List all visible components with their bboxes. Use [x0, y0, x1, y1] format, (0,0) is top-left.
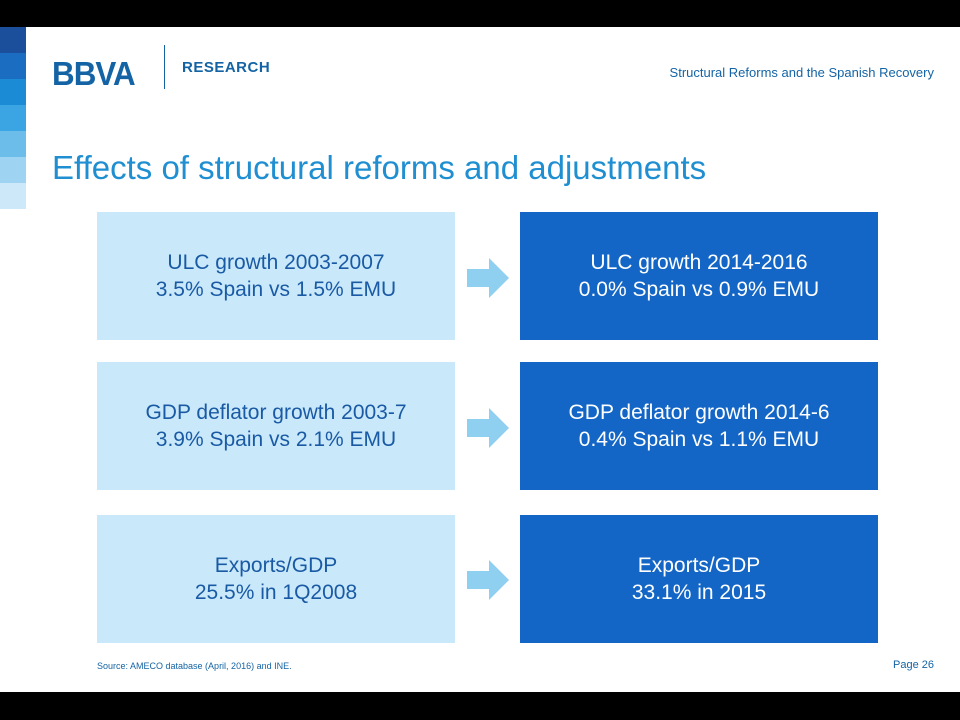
box-value: 25.5% in 1Q2008 — [194, 581, 358, 604]
right-arrow-icon — [467, 408, 509, 448]
box-heading: GDP deflator growth 2014-6 — [568, 401, 830, 424]
box-heading: ULC growth 2003-2007 — [167, 251, 385, 274]
presentation-title: Structural Reforms and the Spanish Recov… — [669, 65, 934, 80]
right-arrow-icon — [467, 258, 509, 298]
slide: BBVA RESEARCH Structural Reforms and the… — [0, 27, 960, 692]
box-value: 3.5% Spain vs 1.5% EMU — [155, 278, 397, 301]
ulc-growth-after-box: ULC growth 2014-2016 0.0% Spain vs 0.9% … — [520, 212, 878, 340]
box-heading: Exports/GDP — [637, 554, 761, 577]
box-value: 0.4% Spain vs 1.1% EMU — [578, 428, 820, 451]
box-heading: ULC growth 2014-2016 — [590, 251, 808, 274]
source-note: Source: AMECO database (April, 2016) and… — [97, 661, 292, 671]
brand-color-stripe — [0, 27, 26, 209]
ulc-growth-before-box: ULC growth 2003-2007 3.5% Spain vs 1.5% … — [97, 212, 455, 340]
exports-gdp-before-box: Exports/GDP 25.5% in 1Q2008 — [97, 515, 455, 643]
slide-title: Effects of structural reforms and adjust… — [52, 149, 707, 186]
right-arrow-icon — [467, 560, 509, 600]
box-value: 3.9% Spain vs 2.1% EMU — [155, 428, 397, 451]
box-heading: Exports/GDP — [214, 554, 338, 577]
box-value: 0.0% Spain vs 0.9% EMU — [578, 278, 820, 301]
logo-divider — [164, 45, 165, 89]
gdp-deflator-after-box: GDP deflator growth 2014-6 0.4% Spain vs… — [520, 362, 878, 490]
bbva-logo: BBVA — [52, 55, 136, 92]
page-number: Page 26 — [893, 659, 934, 671]
research-label: RESEARCH — [182, 59, 271, 76]
box-value: 33.1% in 2015 — [631, 581, 767, 604]
box-heading: GDP deflator growth 2003-7 — [145, 401, 407, 424]
gdp-deflator-before-box: GDP deflator growth 2003-7 3.9% Spain vs… — [97, 362, 455, 490]
exports-gdp-after-box: Exports/GDP 33.1% in 2015 — [520, 515, 878, 643]
